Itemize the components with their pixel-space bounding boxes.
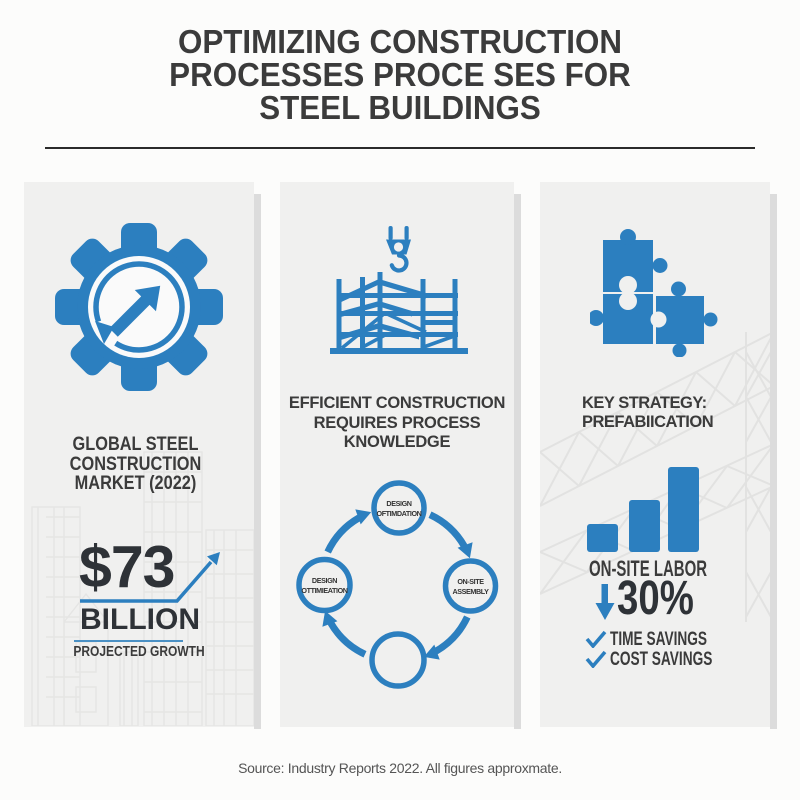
svg-text:OTTIMIEATION: OTTIMIEATION [301, 586, 347, 595]
svg-text:OFTIMDATION: OFTIMDATION [377, 509, 422, 518]
svg-text:DESIGN: DESIGN [386, 499, 411, 508]
svg-text:ASSEMBLY: ASSEMBLY [452, 587, 489, 596]
svg-text:ON-SITE: ON-SITE [457, 577, 484, 586]
svg-text:DESIGN: DESIGN [312, 576, 337, 585]
